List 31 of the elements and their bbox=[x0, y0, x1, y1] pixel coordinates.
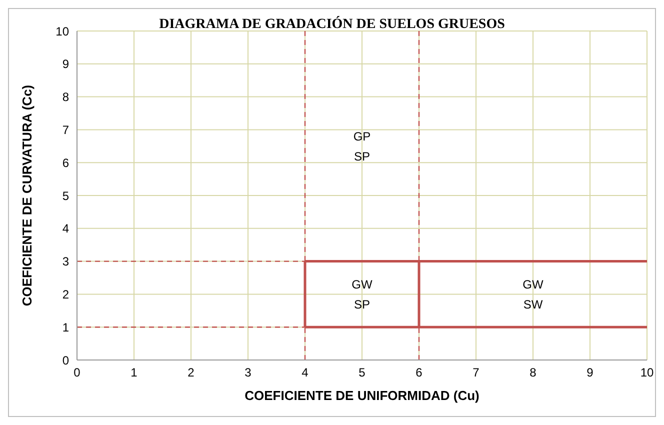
y-tick-label: 3 bbox=[62, 254, 70, 269]
annotation: SP bbox=[354, 297, 370, 312]
x-tick-label: 5 bbox=[358, 366, 366, 380]
x-tick-label: 9 bbox=[586, 366, 594, 380]
y-tick-label: 0 bbox=[62, 353, 70, 368]
x-tick-label: 8 bbox=[530, 366, 537, 380]
x-tick-label: 2 bbox=[188, 366, 195, 380]
annotation: GP bbox=[353, 130, 371, 144]
annotation: GW bbox=[352, 278, 373, 292]
x-axis-title: COEFICIENTE DE UNIFORMIDAD (Cu) bbox=[244, 388, 480, 403]
y-tick-label: 7 bbox=[62, 122, 70, 137]
x-tick-label: 6 bbox=[416, 366, 423, 380]
x-tick-label: 10 bbox=[640, 366, 654, 380]
x-tick-label: 7 bbox=[472, 366, 480, 380]
x-tick-label: 3 bbox=[244, 366, 252, 380]
y-tick-label: 10 bbox=[56, 24, 70, 38]
annotation: GW bbox=[522, 278, 544, 292]
y-tick-label: 5 bbox=[62, 188, 70, 203]
y-tick-label: 1 bbox=[62, 320, 70, 334]
y-tick-label: 2 bbox=[62, 287, 70, 302]
y-tick-label: 6 bbox=[62, 156, 70, 170]
y-axis-title: COEFICIENTE DE CURVATURA (Cc) bbox=[20, 84, 35, 306]
y-tick-label: 8 bbox=[62, 90, 70, 104]
annotation: SW bbox=[523, 297, 544, 312]
x-tick-label: 4 bbox=[302, 366, 309, 380]
y-tick-label: 9 bbox=[62, 57, 70, 72]
x-tick-label: 1 bbox=[130, 366, 138, 380]
x-tick-label: 0 bbox=[74, 366, 81, 380]
y-tick-label: 4 bbox=[62, 222, 70, 236]
annotation: SP bbox=[354, 149, 370, 164]
chart-title: DIAGRAMA DE GRADACIÓN DE SUELOS GRUESOS bbox=[159, 17, 505, 32]
